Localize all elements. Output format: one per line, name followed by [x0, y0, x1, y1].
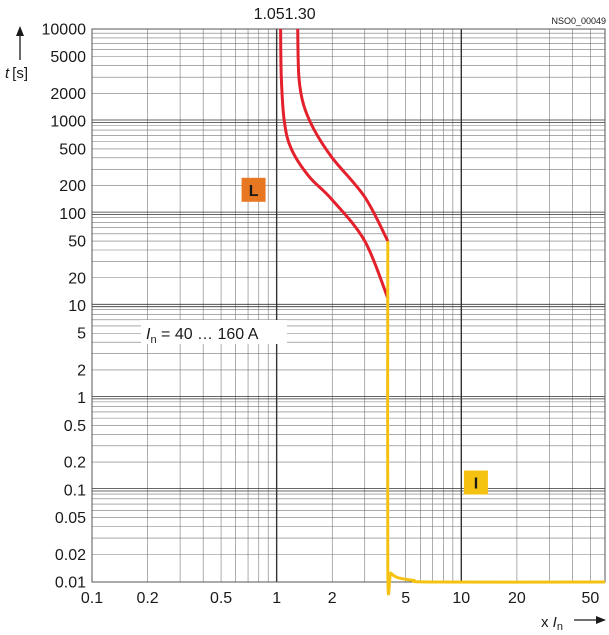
x-tick-label: 50: [581, 590, 599, 607]
region-label-text: L: [249, 183, 259, 200]
y-tick-label: 1000: [50, 114, 86, 131]
y-tick-label: 2: [77, 362, 86, 379]
series-line-3: [386, 241, 606, 596]
top-label-2: 1.30: [285, 6, 316, 23]
y-tick-label: 2000: [50, 86, 86, 103]
annotation-text: = 40 … 160 A: [157, 326, 259, 343]
rated-current-annotation: In = 40 … 160 A: [141, 320, 287, 346]
region-label-box: [463, 470, 488, 495]
y-tick-labels: 10000 5000 2000 1000 500 200 100 50 20 10 5 2 1 0.5 0.…: [42, 22, 87, 592]
plot-frame: [91, 28, 606, 583]
y-tick-label: 0.02: [55, 547, 86, 564]
y-tick-label: 500: [59, 141, 86, 158]
x-axis-subscript: n: [557, 621, 563, 633]
x-tick-label: 10: [452, 590, 470, 607]
y-tick-label: 0.2: [64, 455, 86, 472]
x-tick-label: 0.1: [81, 590, 103, 607]
x-tick-labels: 0.1 0.2 0.5 1 2 5 10 20 50: [81, 590, 600, 607]
x-tick-label: 20: [508, 590, 526, 607]
y-tick-label: 10: [68, 298, 86, 315]
region-labels: LI: [241, 177, 488, 495]
series-line-2: [296, 28, 390, 242]
annotation-subscript: n: [150, 334, 156, 346]
y-tick-label: 5: [77, 326, 86, 343]
annotation-symbol: I: [146, 326, 151, 343]
svg-text:t[s]: t [s]: [5, 65, 28, 82]
y-axis-arrow-icon: [16, 26, 24, 36]
top-label-1: 1.05: [254, 6, 285, 23]
region-label-text: I: [474, 476, 478, 493]
y-tick-label: 200: [59, 178, 86, 195]
svg-text:In = 40 … 160 A: In = 40 … 160 A: [146, 326, 259, 346]
svg-text:x In: x In: [541, 614, 563, 633]
y-axis-unit: [s]: [12, 65, 28, 82]
x-axis-arrow-icon: [596, 616, 606, 624]
region-label-box: [241, 177, 266, 202]
x-tick-label: 0.5: [210, 590, 232, 607]
y-axis-label: t [s]: [5, 26, 28, 82]
y-tick-label: 0.1: [64, 482, 86, 499]
x-tick-label: 0.2: [136, 590, 158, 607]
y-axis-symbol: t: [5, 65, 10, 82]
y-tick-label: 10000: [42, 22, 87, 39]
y-tick-label: 50: [68, 234, 86, 251]
y-tick-label: 0.5: [64, 418, 86, 435]
y-tick-label: 1: [77, 390, 86, 407]
figure-id: NSO0_00049: [551, 16, 606, 26]
y-tick-label: 5000: [50, 49, 86, 66]
x-tick-label: 1: [272, 590, 281, 607]
major-gridlines: [92, 29, 605, 582]
y-tick-label: 0.05: [55, 510, 86, 527]
x-axis-prefix: x: [541, 614, 553, 631]
series-layer: [279, 28, 606, 596]
x-tick-label: 2: [328, 590, 337, 607]
minor-gridlines: [92, 29, 605, 582]
series-line-1: [279, 28, 390, 299]
x-axis-label: x In: [541, 614, 606, 633]
x-axis-symbol: I: [553, 614, 557, 631]
x-tick-label: 5: [401, 590, 410, 607]
y-tick-label: 100: [59, 206, 86, 223]
top-curve-labels: 1.05 1.30: [254, 6, 316, 23]
y-tick-label: 0.01: [55, 575, 86, 592]
y-tick-label: 20: [68, 270, 86, 287]
